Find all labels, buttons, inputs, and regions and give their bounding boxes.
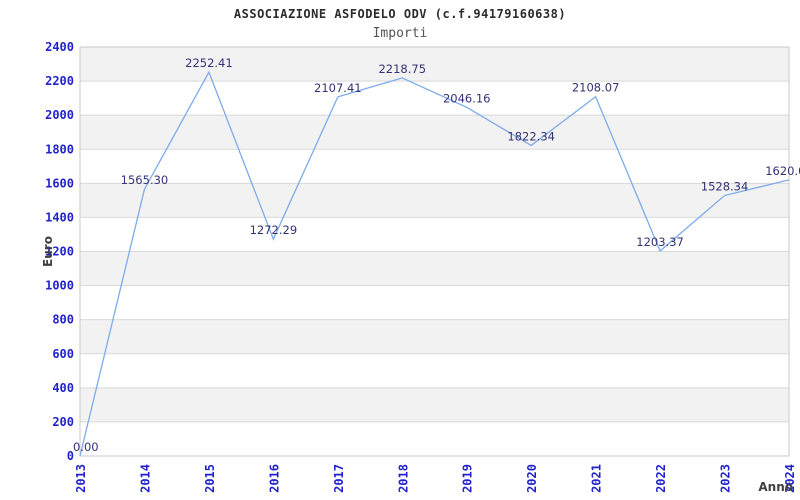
plot-band	[80, 285, 789, 320]
point-label: 1565.30	[121, 173, 169, 187]
point-label: 1822.34	[507, 129, 555, 143]
y-tick-label: 200	[52, 415, 74, 429]
y-tick-label: 1000	[45, 279, 74, 293]
y-tick-label: 2400	[45, 40, 74, 54]
x-tick-label: 2019	[461, 464, 475, 493]
x-tick-label: 2016	[267, 464, 281, 493]
y-tick-label: 1400	[45, 210, 74, 224]
point-label: 2107.41	[314, 81, 362, 95]
data-line	[79, 70, 790, 457]
plot-band	[80, 115, 789, 150]
point-label: 0.00	[73, 440, 99, 454]
y-tick-label: 2200	[45, 74, 74, 88]
point-label: 2108.07	[572, 81, 620, 95]
x-tick-label: 2024	[783, 464, 797, 493]
y-tick-label: 1600	[45, 176, 74, 190]
x-tick-label: 2013	[74, 464, 88, 493]
x-tick-label: 2014	[138, 464, 152, 493]
plot-band	[80, 81, 789, 116]
plot-band	[80, 387, 789, 422]
plot-band	[80, 183, 789, 218]
y-tick-label: 400	[52, 381, 74, 395]
y-tick-label: 1800	[45, 142, 74, 156]
plot-band	[80, 353, 789, 388]
y-tick-label: 600	[52, 347, 74, 361]
plot-band	[80, 47, 789, 82]
point-label: 2046.16	[443, 91, 491, 105]
x-tick-label: 2023	[719, 464, 733, 493]
plot-band	[80, 421, 789, 456]
plot-band	[80, 217, 789, 252]
x-tick-label: 2021	[590, 464, 604, 493]
point-label: 1203.37	[636, 235, 684, 249]
plot-border	[79, 46, 790, 457]
chart-subtitle: Importi	[372, 26, 428, 41]
x-tick-label: 2020	[525, 464, 539, 493]
y-axis-title: Euro	[41, 236, 55, 267]
chart-title: ASSOCIAZIONE ASFODELO ODV (c.f.941791606…	[233, 7, 567, 21]
plot-band	[80, 319, 789, 354]
y-tick-label: 1200	[45, 245, 74, 259]
point-label: 2252.41	[185, 56, 233, 70]
plot-band	[80, 149, 789, 184]
x-tick-label: 2018	[396, 464, 410, 493]
point-label: 1528.34	[701, 180, 749, 194]
point-label: 1620.00	[765, 164, 800, 178]
x-tick-label: 2015	[203, 464, 217, 493]
point-label: 1272.29	[250, 223, 298, 237]
point-label: 2218.75	[378, 62, 426, 76]
plot-band	[80, 251, 789, 286]
x-tick-label: 2017	[332, 464, 346, 493]
y-tick-label: 800	[52, 313, 74, 327]
y-tick-label: 2000	[45, 108, 74, 122]
x-axis-title: Anno	[758, 480, 793, 494]
y-tick-label: 0	[67, 449, 74, 463]
x-tick-label: 2022	[654, 464, 668, 493]
